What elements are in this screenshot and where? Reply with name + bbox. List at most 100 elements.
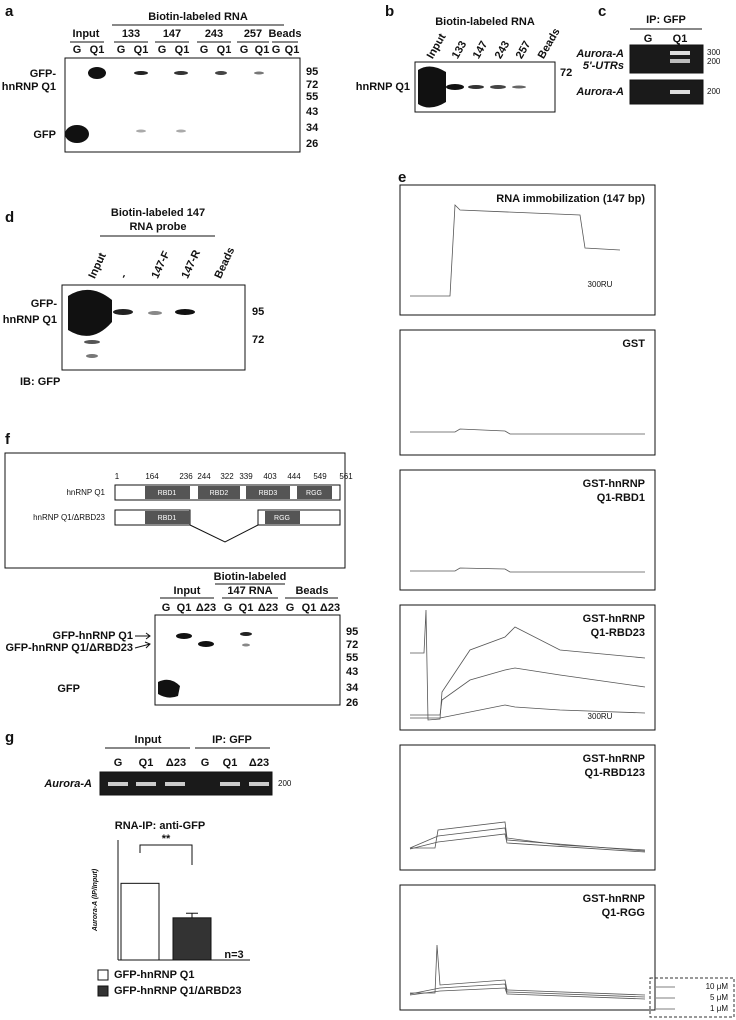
footer: IB: GFP (20, 376, 60, 388)
lane-label: Q1 (177, 602, 192, 614)
plot-title: GST-hnRNP (583, 478, 645, 490)
marker: 55 (346, 652, 358, 664)
marker: 72 (346, 639, 358, 651)
lane-label: Q1 (134, 44, 149, 56)
header: Biotin-labeled (214, 571, 287, 583)
lane-label: Beads (536, 26, 563, 61)
bar (120, 882, 160, 961)
lane-label: Q1 (223, 757, 238, 769)
header: Biotin-labeled RNA (435, 16, 535, 28)
group-label: 147 (163, 28, 181, 40)
lane-label: G (162, 602, 171, 614)
lane-label: Δ23 (258, 602, 278, 614)
lane-label: G (272, 44, 281, 56)
domain-label: RGG (274, 515, 290, 522)
row-label: 5'-UTRs (583, 60, 624, 72)
marker: 300 (707, 48, 721, 57)
group-label: Input (73, 28, 100, 40)
band-label: hnRNP Q1 (3, 314, 57, 326)
lane-label: Δ23 (196, 602, 216, 614)
domain-label: RBD1 (158, 515, 177, 522)
marker: 43 (306, 106, 318, 118)
significance-bracket (139, 844, 193, 865)
plot-note: 300RU (588, 280, 613, 289)
header: Biotin-labeled RNA (148, 11, 248, 23)
legend-label: GFP-hnRNP Q1/ΔRBD23 (114, 985, 242, 997)
group-label: Beads (295, 585, 328, 597)
group-label: IP: GFP (212, 734, 252, 746)
lane-label: Q1 (175, 44, 190, 56)
marker: 72 (252, 334, 264, 346)
marker: 95 (252, 306, 264, 318)
lane-label: G (644, 33, 653, 45)
lane-label: 243 (493, 39, 513, 61)
lane-label: 147 (471, 39, 491, 61)
group-label: 133 (122, 28, 140, 40)
lane-label: G (114, 757, 123, 769)
lane-label: 133 (450, 39, 470, 61)
lane-label: 147-R (179, 248, 203, 280)
lane-label: G (224, 602, 233, 614)
annotation: n=3 (224, 949, 243, 961)
marker: 95 (306, 66, 318, 78)
position: 244 (197, 472, 211, 481)
lane-label: Q1 (673, 33, 688, 45)
band-label: GFP (33, 129, 56, 141)
plot-title: Q1-RGG (602, 907, 645, 919)
marker: 95 (346, 626, 358, 638)
row-label: Aurora-A (43, 778, 92, 790)
position: 164 (145, 472, 159, 481)
legend-label: 5 μM (710, 993, 728, 1002)
group-label: Input (174, 585, 201, 597)
domain-label: RGG (306, 490, 322, 497)
row-label: Aurora-A (575, 48, 624, 60)
lane-label: 147-F (149, 249, 172, 280)
domain-label: RBD2 (210, 490, 229, 497)
position: 403 (263, 472, 277, 481)
band-label: hnRNP Q1 (2, 81, 56, 93)
legend-label: 1 μM (710, 1004, 728, 1013)
lane-label: G (73, 44, 82, 56)
lane-label: G (200, 44, 209, 56)
lane-label: Q1 (285, 44, 300, 56)
lane-label: - (117, 272, 130, 281)
header: RNA probe (129, 221, 186, 233)
marker: 200 (278, 779, 292, 788)
lane-label: Δ23 (249, 757, 269, 769)
marker: 72 (306, 79, 318, 91)
lane-label: Q1 (255, 44, 270, 56)
band-label: GFP- (30, 68, 57, 80)
band-label: GFP- (31, 298, 58, 310)
lane-label: Q1 (139, 757, 154, 769)
plot-title: Q1-RBD123 (584, 767, 645, 779)
legend-label: GFP-hnRNP Q1 (114, 969, 194, 981)
plot-title: GST-hnRNP (583, 613, 645, 625)
lane-label: Beads (212, 245, 237, 280)
plot-title: RNA immobilization (147 bp) (496, 193, 645, 205)
panel-letter: a (5, 3, 14, 20)
position: 322 (220, 472, 234, 481)
lane-label: 257 (514, 39, 534, 61)
group-label: 147 RNA (227, 585, 272, 597)
domain-label: RBD1 (158, 490, 177, 497)
position: 236 (179, 472, 193, 481)
band-label: hnRNP Q1 (356, 81, 410, 93)
bar (172, 917, 212, 961)
group-label: 257 (244, 28, 262, 40)
marker: 26 (306, 138, 318, 150)
row-label: Aurora-A (575, 86, 624, 98)
panel-letter: c (598, 3, 606, 20)
marker: 26 (346, 697, 358, 709)
position: 549 (313, 472, 327, 481)
band-label: GFP (57, 683, 80, 695)
plot-title: GST (622, 338, 645, 350)
plot-title: Q1-RBD23 (591, 627, 645, 639)
band-label: GFP-hnRNP Q1/ΔRBD23 (6, 642, 134, 654)
band-label: GFP-hnRNP Q1 (53, 630, 133, 642)
lane-label: G (117, 44, 126, 56)
marker: 200 (707, 87, 721, 96)
annotation: ** (162, 833, 171, 845)
position: 561 (339, 472, 353, 481)
lane-label: Q1 (302, 602, 317, 614)
